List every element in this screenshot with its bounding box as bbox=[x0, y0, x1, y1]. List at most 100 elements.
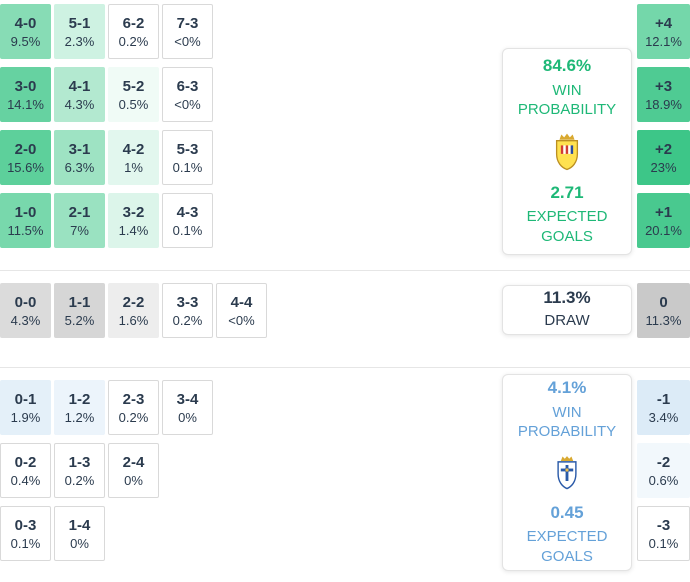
away-win-panel: 4.1% WIN PROBABILITY 0.45 EXPECTED GOALS bbox=[502, 374, 632, 571]
score-label: 2-4 bbox=[122, 453, 145, 471]
probability-label: 0.1% bbox=[10, 535, 41, 551]
probability-label: 6.3% bbox=[64, 159, 95, 175]
expected-label-line2: GOALS bbox=[541, 227, 593, 245]
probability-label: 0.2% bbox=[64, 472, 95, 488]
probability-label: 1.2% bbox=[64, 409, 95, 425]
probability-label: 7% bbox=[70, 222, 89, 238]
score-label: -1 bbox=[656, 390, 671, 408]
draw-panel: 11.3% DRAW bbox=[502, 285, 632, 335]
win-label-line2: PROBABILITY bbox=[517, 101, 617, 118]
probability-label: 0.1% bbox=[648, 535, 679, 551]
draw-score-grid: 0-0 4.3% 1-1 5.2% 2-2 1.6% 3-3 0.2% 4-4 <0% bbox=[0, 283, 267, 346]
score-label: 4-4 bbox=[230, 293, 253, 311]
probability-label: <0% bbox=[174, 96, 201, 112]
score-label: 7-3 bbox=[176, 14, 199, 32]
score-label: +4 bbox=[654, 14, 673, 32]
probability-label: 11.5% bbox=[7, 222, 44, 238]
score-label: +1 bbox=[654, 203, 673, 221]
goal-margin-cell: +2 23% bbox=[637, 130, 690, 185]
probability-label: 0.2% bbox=[118, 409, 149, 425]
score-cell: 2-1 7% bbox=[54, 193, 105, 248]
score-cell: 5-2 0.5% bbox=[108, 67, 159, 122]
score-cell: 3-3 0.2% bbox=[162, 283, 213, 338]
real-oviedo-crest-icon bbox=[551, 454, 583, 492]
probability-label: 18.9% bbox=[645, 96, 682, 112]
score-label: +2 bbox=[654, 140, 673, 158]
score-cell: 4-4 <0% bbox=[216, 283, 267, 338]
score-cell: 5-1 2.3% bbox=[54, 4, 105, 59]
score-cell: 0-1 1.9% bbox=[0, 380, 51, 435]
away-expected-goals-label: EXPECTED GOALS bbox=[527, 527, 608, 566]
score-label: 1-3 bbox=[68, 453, 91, 471]
score-label: 1-0 bbox=[14, 203, 37, 221]
grid-row: 0-3 0.1% 1-4 0% bbox=[0, 506, 213, 561]
score-label: 0-2 bbox=[14, 453, 37, 471]
score-label: 4-1 bbox=[68, 77, 91, 95]
goal-margin-cell: -2 0.6% bbox=[637, 443, 690, 498]
probability-label: 0% bbox=[178, 409, 197, 425]
score-label: 5-2 bbox=[122, 77, 145, 95]
score-label: 6-3 bbox=[176, 77, 199, 95]
score-label: 2-0 bbox=[14, 140, 37, 158]
score-label: 3-3 bbox=[176, 293, 199, 311]
probability-label: 0% bbox=[124, 472, 143, 488]
score-cell: 1-2 1.2% bbox=[54, 380, 105, 435]
probability-label: 15.6% bbox=[7, 159, 44, 175]
score-label: 0-0 bbox=[14, 293, 37, 311]
score-cell: 5-3 0.1% bbox=[162, 130, 213, 185]
score-label: 3-4 bbox=[176, 390, 199, 408]
away-expected-goals-value: 0.45 bbox=[550, 502, 584, 522]
score-cell: 3-2 1.4% bbox=[108, 193, 159, 248]
probability-label: 0% bbox=[70, 535, 89, 551]
score-cell: 2-0 15.6% bbox=[0, 130, 51, 185]
score-cell: 0-0 4.3% bbox=[0, 283, 51, 338]
score-cell: 0-3 0.1% bbox=[0, 506, 51, 561]
score-cell: 1-3 0.2% bbox=[54, 443, 105, 498]
grid-row: 1-0 11.5% 2-1 7% 3-2 1.4% 4-3 0.1% bbox=[0, 193, 213, 248]
probability-label: 4.3% bbox=[64, 96, 95, 112]
score-label: 2-2 bbox=[122, 293, 145, 311]
score-cell: 3-1 6.3% bbox=[54, 130, 105, 185]
score-label: 0-1 bbox=[14, 390, 37, 408]
score-label: -3 bbox=[656, 516, 671, 534]
section-divider bbox=[0, 367, 690, 368]
score-label: 2-3 bbox=[122, 390, 145, 408]
score-cell: 4-0 9.5% bbox=[0, 4, 51, 59]
grid-row: 2-0 15.6% 3-1 6.3% 4-2 1% 5-3 0.1% bbox=[0, 130, 213, 185]
score-label: 0-3 bbox=[14, 516, 37, 534]
score-label: 6-2 bbox=[122, 14, 145, 32]
home-win-score-grid: 4-0 9.5% 5-1 2.3% 6-2 0.2% 7-3 <0% 3-0 14.1% 4-1 4.… bbox=[0, 4, 213, 256]
home-expected-goals-value: 2.71 bbox=[550, 182, 584, 202]
probability-label: 0.1% bbox=[172, 222, 203, 238]
probability-label: <0% bbox=[174, 33, 201, 49]
away-win-score-grid: 0-1 1.9% 1-2 1.2% 2-3 0.2% 3-4 0% 0-2 0.4% 1-3 0.2%… bbox=[0, 380, 213, 569]
score-cell: 2-2 1.6% bbox=[108, 283, 159, 338]
win-label-line2: PROBABILITY bbox=[517, 423, 617, 440]
home-goal-margin-column: +4 12.1% +3 18.9% +2 23% +1 20.1% bbox=[637, 4, 690, 248]
score-label: -2 bbox=[656, 453, 671, 471]
goal-margin-cell: +1 20.1% bbox=[637, 193, 690, 248]
score-label: +3 bbox=[654, 77, 673, 95]
goal-margin-cell: +4 12.1% bbox=[637, 4, 690, 59]
probability-label: 11.3% bbox=[645, 312, 682, 328]
score-label: 3-0 bbox=[14, 77, 37, 95]
score-cell: 1-4 0% bbox=[54, 506, 105, 561]
villarreal-crest-icon bbox=[550, 132, 584, 172]
home-win-probability-label: WIN PROBABILITY bbox=[518, 81, 616, 120]
probability-label: 1.4% bbox=[118, 222, 149, 238]
probability-label: 1% bbox=[124, 159, 143, 175]
score-cell: 4-2 1% bbox=[108, 130, 159, 185]
score-cell: 1-1 5.2% bbox=[54, 283, 105, 338]
home-win-panel: 84.6% WIN PROBABILITY 2.71 EXPECTED GOAL… bbox=[502, 48, 632, 255]
probability-label: 3.4% bbox=[648, 409, 679, 425]
probability-label: 0.2% bbox=[118, 33, 149, 49]
score-cell: 6-2 0.2% bbox=[108, 4, 159, 59]
score-cell: 4-3 0.1% bbox=[162, 193, 213, 248]
probability-label: 0.6% bbox=[648, 472, 679, 488]
probability-label: 0.1% bbox=[172, 159, 203, 175]
score-label: 1-1 bbox=[68, 293, 91, 311]
score-label: 3-1 bbox=[68, 140, 91, 158]
score-cell: 3-0 14.1% bbox=[0, 67, 51, 122]
draw-goal-margin-column: 0 11.3% bbox=[637, 283, 690, 338]
probability-label: 1.6% bbox=[118, 312, 149, 328]
